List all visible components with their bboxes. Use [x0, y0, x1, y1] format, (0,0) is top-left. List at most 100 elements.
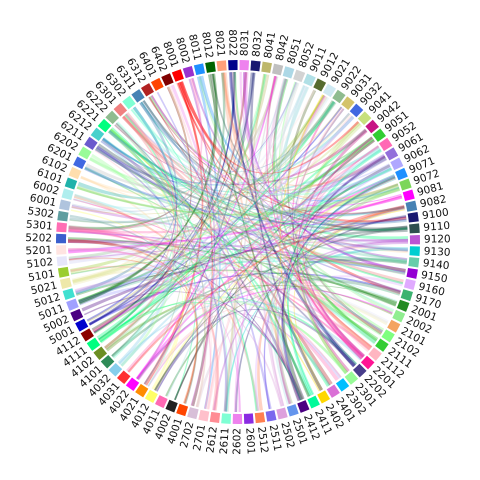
sector-label-9120: 9120	[424, 233, 451, 245]
sector-8012	[205, 61, 216, 73]
sector-5302	[57, 210, 69, 222]
sector-label-9082: 9082	[419, 193, 448, 210]
chord-link	[191, 77, 408, 261]
sector-label-5301: 5301	[25, 218, 53, 232]
sector-9012	[313, 78, 327, 92]
sector-9120	[409, 234, 421, 245]
sector-2201	[360, 355, 375, 370]
sector-8011	[193, 63, 206, 76]
sector-6401	[150, 77, 164, 91]
sector-8001	[171, 69, 184, 82]
sector-6302	[122, 95, 136, 110]
chord-link	[282, 176, 397, 401]
sector-2412	[297, 400, 310, 413]
sector-label-2511: 2511	[267, 424, 284, 453]
sector-5301	[56, 222, 68, 233]
sector-8041	[261, 61, 272, 74]
sector-label-8011: 8011	[186, 33, 204, 62]
chord-link	[76, 185, 401, 216]
sector-6201	[73, 156, 87, 170]
chord-link	[279, 82, 383, 335]
chord-link	[145, 302, 372, 386]
chord-link	[118, 301, 363, 365]
sector-9130	[409, 246, 420, 256]
sector-9100	[407, 211, 419, 223]
sector-label-5202: 5202	[25, 232, 52, 245]
sector-label-2602: 2602	[231, 428, 243, 455]
chord-link	[68, 239, 406, 275]
sector-4012	[144, 389, 158, 404]
chord-link	[148, 96, 333, 386]
sector-label-9110: 9110	[423, 220, 451, 234]
chord-link	[68, 214, 407, 260]
sector-2612	[209, 411, 221, 424]
sector-label-8031: 8031	[238, 29, 251, 56]
sector-9032	[349, 103, 364, 118]
chord-link	[223, 73, 266, 412]
sector-4021	[135, 383, 149, 398]
sector-5021	[59, 277, 72, 289]
sector-2411	[307, 395, 320, 409]
chord-link	[79, 174, 395, 304]
chord-link	[279, 94, 324, 391]
sector-5002	[70, 308, 84, 322]
sector-8032	[250, 60, 261, 72]
chord-link	[100, 139, 175, 365]
sector-8051	[282, 66, 295, 79]
chord-links	[68, 72, 409, 412]
sector-5012	[62, 288, 75, 300]
sector-6222	[105, 110, 119, 125]
sector-6212	[90, 127, 105, 141]
sector-label-2611: 2611	[218, 427, 232, 454]
sector-5011	[66, 298, 79, 311]
sector-2601	[243, 413, 254, 424]
sector-2402	[317, 390, 331, 404]
sector-4002	[165, 399, 178, 413]
sector-6312	[140, 83, 154, 97]
sector-5201	[56, 245, 67, 255]
sector-9110	[409, 223, 420, 234]
sector-4111	[86, 337, 101, 351]
chord-link	[149, 95, 373, 182]
sector-label-6001: 6001	[29, 192, 58, 209]
sector-5001	[75, 318, 89, 332]
sector-6101	[64, 177, 78, 190]
chord-link	[294, 121, 361, 375]
sector-6402	[161, 73, 174, 87]
chord-link	[92, 115, 175, 333]
sector-2202	[353, 363, 367, 378]
sector-2501	[286, 404, 299, 417]
sector-8002	[182, 65, 195, 79]
sector-2611	[221, 413, 232, 424]
chord-link	[76, 183, 399, 215]
sector-label-9150: 9150	[420, 269, 448, 286]
sector-label-5302: 5302	[27, 205, 55, 221]
sector-4001	[176, 403, 189, 417]
chord-link	[225, 76, 278, 412]
chord-link	[114, 124, 368, 186]
chord-link	[281, 176, 396, 402]
chord-link	[141, 100, 335, 173]
sector-9042	[365, 119, 379, 134]
chord-link	[305, 154, 386, 358]
chord-link	[108, 129, 405, 216]
sector-4031	[116, 370, 131, 385]
sector-8021	[216, 60, 227, 72]
sector-4102	[93, 346, 108, 360]
sector-2102	[381, 329, 395, 343]
chord-link	[166, 84, 306, 397]
sector-9081	[402, 189, 415, 202]
sector-5102	[56, 256, 68, 267]
sector-label-5101: 5101	[27, 268, 55, 284]
sector-label-8032: 8032	[250, 30, 265, 58]
sector-label-2612: 2612	[204, 426, 219, 454]
chord-link	[80, 76, 278, 197]
chord-link	[69, 100, 335, 224]
sector-2401	[326, 384, 340, 398]
sector-9041	[357, 111, 372, 125]
chord-link	[285, 85, 408, 251]
sector-6102	[68, 166, 82, 180]
sector-label-9100: 9100	[421, 206, 449, 222]
